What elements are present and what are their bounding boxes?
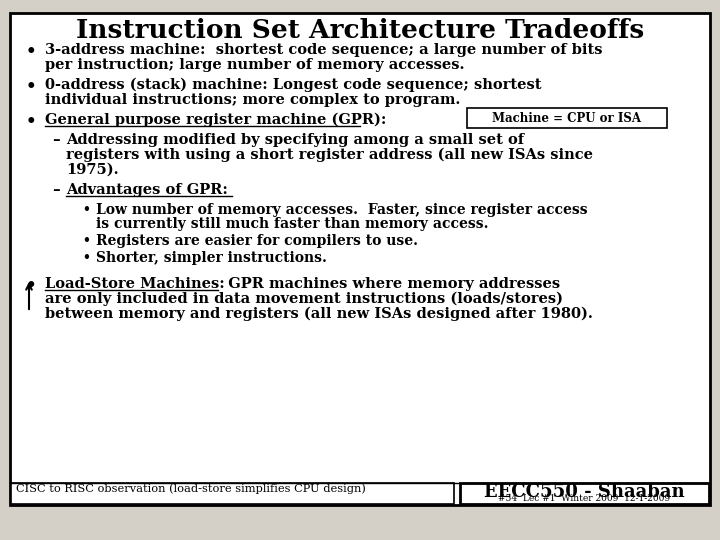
- FancyBboxPatch shape: [460, 483, 709, 504]
- Text: •: •: [26, 277, 37, 294]
- Text: 0-address (stack) machine: Longest code sequence; shortest: 0-address (stack) machine: Longest code …: [45, 78, 541, 92]
- Text: registers with using a short register address (all new ISAs since: registers with using a short register ad…: [66, 148, 593, 163]
- Text: •: •: [26, 113, 37, 130]
- Text: GPR machines where memory addresses: GPR machines where memory addresses: [218, 277, 560, 291]
- Text: #54  Lec #1  Winter 2009  12-1-2009: #54 Lec #1 Winter 2009 12-1-2009: [498, 494, 670, 503]
- Text: General purpose register machine (GPR):: General purpose register machine (GPR):: [45, 113, 387, 127]
- Text: –: –: [52, 183, 60, 197]
- Text: 1975).: 1975).: [66, 163, 119, 177]
- Text: Registers are easier for compilers to use.: Registers are easier for compilers to us…: [96, 234, 418, 248]
- Text: between memory and registers (all new ISAs designed after 1980).: between memory and registers (all new IS…: [45, 307, 593, 321]
- FancyBboxPatch shape: [11, 483, 454, 504]
- Text: Load-Store Machines:: Load-Store Machines:: [45, 277, 225, 291]
- Text: –: –: [52, 133, 60, 147]
- Text: •: •: [82, 251, 90, 264]
- Text: 3-address machine:  shortest code sequence; a large number of bits: 3-address machine: shortest code sequenc…: [45, 43, 603, 57]
- FancyBboxPatch shape: [467, 108, 667, 128]
- Text: •: •: [82, 234, 90, 247]
- Text: •: •: [26, 43, 37, 60]
- Text: Instruction Set Architecture Tradeoffs: Instruction Set Architecture Tradeoffs: [76, 18, 644, 43]
- Text: •: •: [26, 78, 37, 95]
- Text: per instruction; large number of memory accesses.: per instruction; large number of memory …: [45, 58, 464, 72]
- Text: is currently still much faster than memory access.: is currently still much faster than memo…: [96, 217, 488, 231]
- FancyBboxPatch shape: [10, 13, 710, 505]
- Text: CISC to RISC observation (load-store simplifies CPU design): CISC to RISC observation (load-store sim…: [16, 483, 366, 494]
- Text: Advantages of GPR:: Advantages of GPR:: [66, 183, 228, 197]
- Text: Machine = CPU or ISA: Machine = CPU or ISA: [492, 111, 642, 125]
- Text: Addressing modified by specifying among a small set of: Addressing modified by specifying among …: [66, 133, 524, 147]
- Text: Shorter, simpler instructions.: Shorter, simpler instructions.: [96, 251, 327, 265]
- Text: are only included in data movement instructions (loads/stores): are only included in data movement instr…: [45, 292, 563, 306]
- Text: individual instructions; more complex to program.: individual instructions; more complex to…: [45, 93, 460, 107]
- Text: EECC550 - Shaaban: EECC550 - Shaaban: [484, 483, 684, 501]
- Text: Low number of memory accesses.  Faster, since register access: Low number of memory accesses. Faster, s…: [96, 203, 588, 217]
- Text: •: •: [82, 203, 90, 216]
